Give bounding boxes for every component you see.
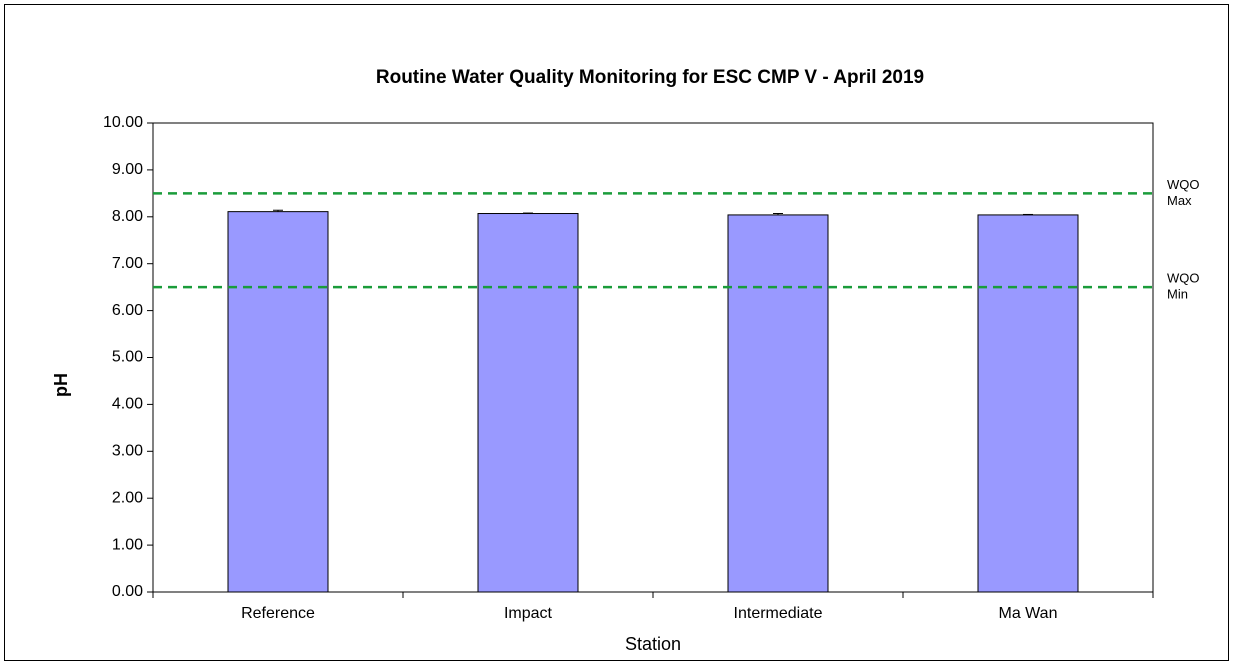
y-tick-label: 0.00 <box>112 583 143 600</box>
y-tick-label: 8.00 <box>112 208 143 225</box>
x-axis-label: Station <box>625 634 681 654</box>
bar <box>227 211 329 593</box>
chart-title: Routine Water Quality Monitoring for ESC… <box>376 67 924 88</box>
y-tick-label: 5.00 <box>112 349 143 366</box>
y-tick-label: 3.00 <box>112 443 143 460</box>
y-tick-label: 10.00 <box>103 114 143 131</box>
y-tick-label: 9.00 <box>112 161 143 178</box>
y-tick-label: 6.00 <box>112 302 143 319</box>
reference-label: WQO <box>1167 177 1200 192</box>
bar <box>977 214 1079 593</box>
y-tick-label: 2.00 <box>112 489 143 506</box>
bar <box>477 213 579 593</box>
x-tick-label: Ma Wan <box>999 605 1058 622</box>
y-axis-label: pH <box>51 373 71 397</box>
y-tick-label: 4.00 <box>112 396 143 413</box>
x-tick-label: Reference <box>241 605 315 622</box>
reference-label: Max <box>1167 193 1192 208</box>
y-tick-label: 1.00 <box>112 536 143 553</box>
x-tick-label: Impact <box>504 605 553 622</box>
reference-label: Min <box>1167 287 1188 302</box>
bar <box>727 214 829 593</box>
y-tick-label: 7.00 <box>112 255 143 272</box>
x-tick-label: Intermediate <box>734 605 823 622</box>
reference-label: WQO <box>1167 271 1200 286</box>
